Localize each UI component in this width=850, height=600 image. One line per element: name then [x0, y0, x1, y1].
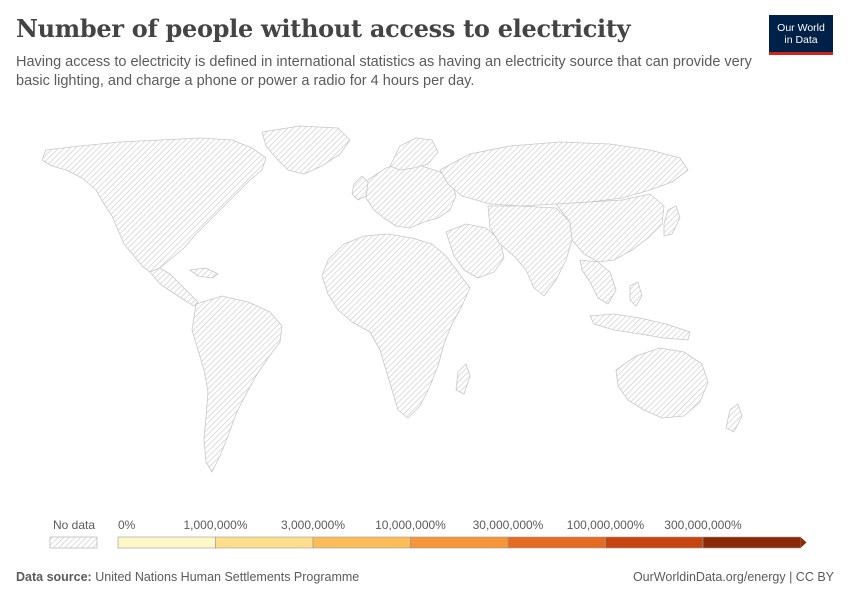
region-indonesia[interactable]: [589, 313, 691, 341]
legend-bin-3[interactable]: [410, 536, 509, 549]
region-new-zealand[interactable]: [725, 403, 743, 433]
legend-bin-label-1: 1,000,000%: [183, 518, 247, 532]
legend-bin-label-0: 0%: [118, 518, 136, 532]
region-central-america[interactable]: [149, 267, 199, 307]
legend-bin-1[interactable]: [215, 536, 314, 549]
legend-no-data-swatch[interactable]: [49, 536, 98, 549]
region-north-america[interactable]: [41, 137, 267, 273]
color-legend: No data 0% 1,000,000% 3,000,000% 10,000,000…: [49, 518, 807, 549]
region-uk-ireland[interactable]: [351, 175, 369, 201]
owid-logo[interactable]: Our World in Data: [769, 15, 833, 55]
legend-bin-0[interactable]: [117, 536, 216, 549]
region-north-asia[interactable]: [439, 141, 689, 207]
owid-energy-link[interactable]: OurWorldinData.org/energy: [632, 570, 786, 584]
region-east-asia[interactable]: [555, 193, 665, 263]
region-southeast-asia[interactable]: [579, 259, 617, 305]
data-source-value[interactable]: United Nations Human Settlements Program…: [95, 570, 360, 584]
legend-bin-6[interactable]: [702, 536, 801, 549]
region-australia[interactable]: [615, 347, 709, 419]
legend-bin-label-2: 3,000,000%: [281, 518, 345, 532]
region-south-america[interactable]: [191, 295, 283, 473]
legend-bin-4[interactable]: [507, 536, 606, 549]
legend-bin-label-6: 300,000,000%: [664, 518, 742, 532]
region-middle-east[interactable]: [445, 223, 505, 279]
logo-line-1: Our World: [777, 21, 825, 34]
region-philippines[interactable]: [629, 281, 643, 307]
chart-subtitle: Having access to electricity is defined …: [16, 54, 752, 89]
legend-bin-5[interactable]: [605, 536, 704, 549]
footer-links: OurWorldinData.org/energy | CC BY: [633, 570, 834, 584]
data-source-label: Data source:: [16, 570, 92, 584]
legend-bin-label-3: 10,000,000%: [375, 518, 446, 532]
region-madagascar[interactable]: [455, 363, 471, 395]
world-map[interactable]: [0, 110, 850, 510]
legend-no-data-label: No data: [53, 518, 95, 532]
logo-line-2: in Data: [784, 33, 818, 46]
region-scandinavia[interactable]: [389, 137, 439, 171]
license-label[interactable]: CC BY: [795, 570, 834, 584]
footer-source: Data source: United Nations Human Settle…: [16, 570, 359, 584]
region-greenland[interactable]: [261, 125, 351, 175]
region-south-asia[interactable]: [487, 205, 573, 297]
region-japan[interactable]: [663, 205, 681, 237]
region-africa[interactable]: [321, 233, 471, 419]
region-caribbean[interactable]: [189, 267, 219, 279]
legend-bin-2[interactable]: [312, 536, 411, 549]
chart-title: Number of people without access to elect…: [16, 14, 631, 43]
legend-bin-label-4: 30,000,000%: [473, 518, 544, 532]
footer-separator: |: [789, 570, 793, 584]
legend-bin-label-5: 100,000,000%: [567, 518, 645, 532]
legend-arrow-tip: [800, 537, 807, 548]
